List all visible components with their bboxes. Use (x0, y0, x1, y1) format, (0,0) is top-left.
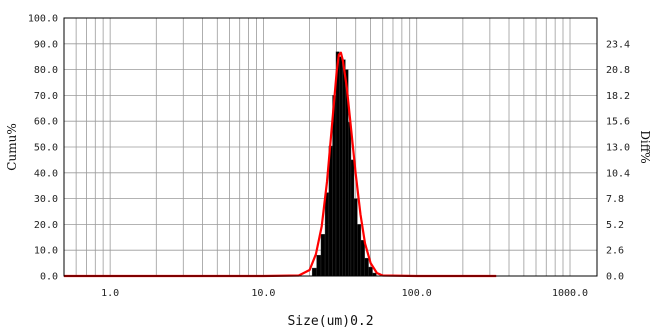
tick-labels: 0.0 10.0 20.0 30.0 40.0 50.0 60.0 70.0 80.0 90.0 1… (28, 14, 630, 300)
x-tick-label: 10.0 (251, 288, 275, 299)
y-axis-right-label: Diff% (638, 130, 652, 163)
histogram-bar (348, 121, 352, 277)
y-right-tick-label: 0.0 (606, 272, 624, 283)
y-right-tick-label: 20.8 (606, 65, 630, 76)
y-right-tick-label: 10.4 (606, 168, 630, 179)
y-right-tick-label: 5.2 (606, 220, 624, 231)
histogram-bars (311, 51, 377, 277)
distribution-curve (64, 51, 497, 278)
histogram-bar (311, 267, 317, 277)
histogram-bar (353, 198, 358, 277)
x-axis-label: Size(um)0.2 (287, 314, 373, 329)
histogram-bar (316, 254, 322, 277)
histogram-bar (360, 240, 365, 277)
y-left-tick-label: 100.0 (28, 14, 58, 25)
y-left-tick-label: 0.0 (40, 272, 58, 283)
histogram-bar (324, 192, 330, 277)
y-left-tick-label: 30.0 (34, 194, 58, 205)
y-right-tick-label: 18.2 (606, 91, 630, 102)
plot-frame (63, 17, 598, 277)
y-left-tick-label: 40.0 (34, 168, 58, 179)
y-right-tick-label: 15.6 (606, 117, 630, 128)
histogram-bar (364, 257, 369, 277)
x-tick-label: 1.0 (101, 288, 119, 299)
y-right-tick-label: 23.4 (606, 39, 630, 50)
y-right-tick-label: 7.8 (606, 194, 624, 205)
x-tick-label: 1000.0 (552, 288, 588, 299)
distribution-curve-line (64, 51, 497, 278)
histogram-bar (342, 59, 346, 277)
histogram-bar (350, 159, 355, 277)
y-left-tick-label: 80.0 (34, 65, 58, 76)
y-left-tick-label: 60.0 (34, 117, 58, 128)
histogram-bar (357, 224, 362, 277)
y-left-tick-label: 20.0 (34, 220, 58, 231)
y-left-tick-label: 90.0 (34, 39, 58, 50)
y-left-tick-label: 50.0 (34, 143, 58, 154)
histogram-bar (368, 266, 373, 277)
histogram-bar (339, 56, 343, 277)
y-axis-left-label: Cumu% (5, 123, 19, 170)
y-right-tick-label: 13.0 (606, 143, 630, 154)
histogram-bar (320, 234, 326, 277)
y-right-tick-label: 2.6 (606, 246, 624, 257)
y-left-tick-label: 70.0 (34, 91, 58, 102)
x-tick-label: 100.0 (402, 288, 432, 299)
y-left-tick-label: 10.0 (34, 246, 58, 257)
